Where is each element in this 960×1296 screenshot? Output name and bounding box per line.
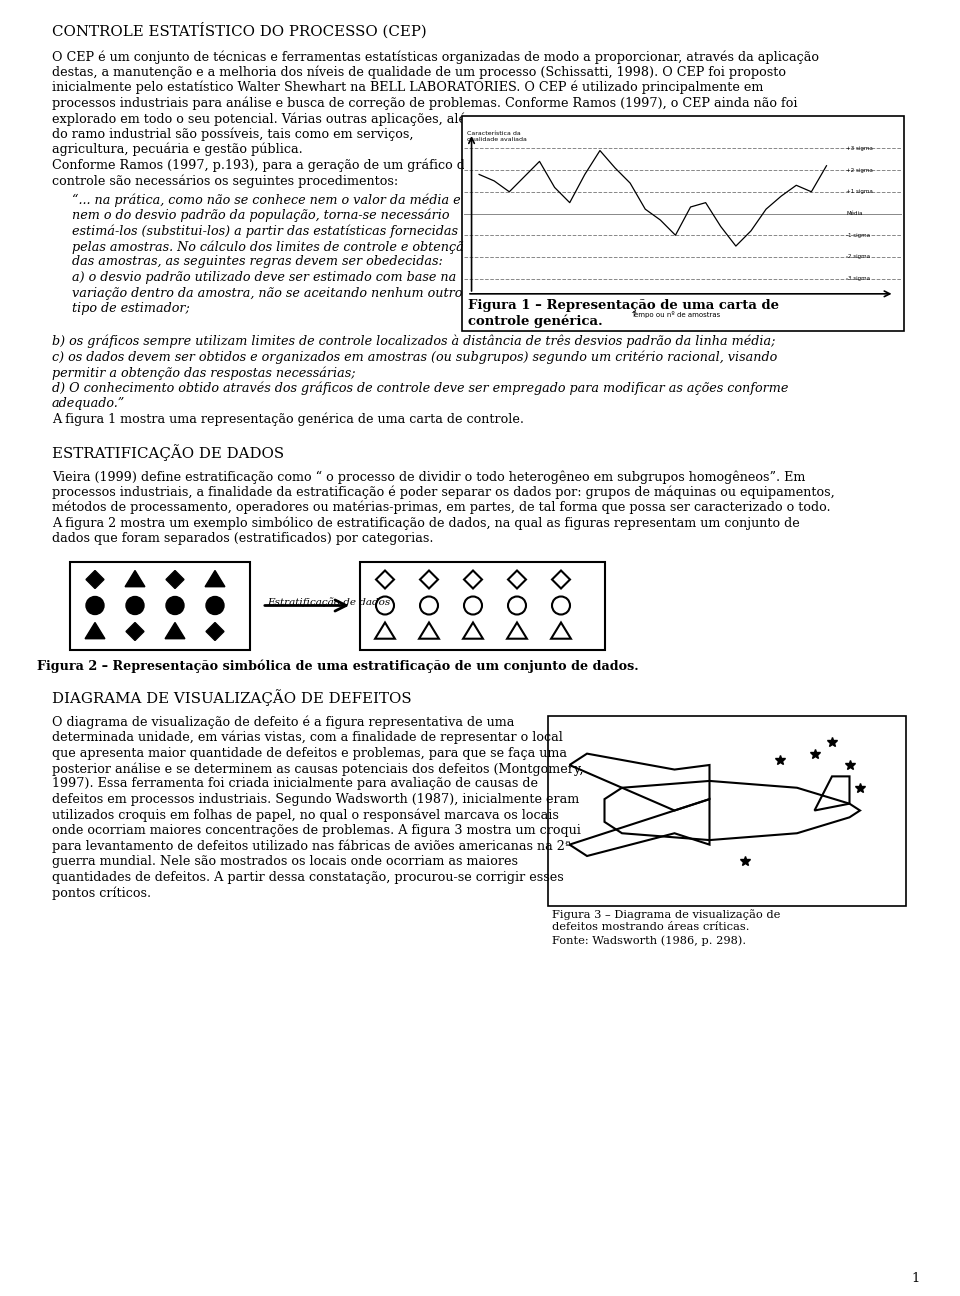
Polygon shape [166, 570, 184, 588]
Circle shape [508, 596, 526, 614]
Polygon shape [508, 570, 526, 588]
Text: defeitos em processos industriais. Segundo Wadsworth (1987), inicialmente eram: defeitos em processos industriais. Segun… [52, 793, 579, 806]
Text: métodos de processamento, operadores ou matérias-primas, em partes, de tal forma: métodos de processamento, operadores ou … [52, 502, 830, 515]
Circle shape [86, 596, 104, 614]
Polygon shape [376, 570, 394, 588]
Text: CONTROLE ESTATÍSTICO DO PROCESSO (CEP): CONTROLE ESTATÍSTICO DO PROCESSO (CEP) [52, 22, 426, 39]
Text: explorado em todo o seu potencial. Várias outras aplicações, além: explorado em todo o seu potencial. Vária… [52, 111, 478, 126]
Text: Média: Média [846, 211, 863, 216]
Text: agricultura, pecuária e gestão pública.: agricultura, pecuária e gestão pública. [52, 143, 302, 157]
Text: 1: 1 [912, 1271, 920, 1286]
Text: Vieira (1999) define estratificação como “ o processo de dividir o todo heterogê: Vieira (1999) define estratificação como… [52, 470, 805, 483]
Text: para levantamento de defeitos utilizado nas fábricas de aviões americanas na 2ª: para levantamento de defeitos utilizado … [52, 840, 571, 853]
Text: dados que foram separados (estratificados) por categorias.: dados que foram separados (estratificado… [52, 531, 434, 546]
Polygon shape [85, 622, 105, 639]
Text: +2 sigma: +2 sigma [846, 167, 873, 172]
Text: defeitos mostrando áreas críticas.: defeitos mostrando áreas críticas. [552, 923, 750, 933]
Text: -1 sigma: -1 sigma [846, 233, 871, 237]
Text: pelas amostras. No cálculo dos limites de controle e obtenção: pelas amostras. No cálculo dos limites d… [72, 240, 471, 254]
Text: variação dentro da amostra, não se aceitando nenhum outro: variação dentro da amostra, não se aceit… [72, 286, 463, 299]
Text: posterior análise e se determinem as causas potenciais dos defeitos (Montgomery,: posterior análise e se determinem as cau… [52, 762, 584, 775]
Text: pontos críticos.: pontos críticos. [52, 886, 151, 899]
Polygon shape [165, 622, 185, 639]
Text: A figura 1 mostra uma representação genérica de uma carta de controle.: A figura 1 mostra uma representação gené… [52, 412, 524, 426]
Text: Figura 1 – Representação de uma carta de: Figura 1 – Representação de uma carta de [468, 299, 779, 312]
Text: controle genérica.: controle genérica. [468, 315, 603, 328]
Polygon shape [464, 570, 482, 588]
Text: processos industriais, a finalidade da estratificação é poder separar os dados p: processos industriais, a finalidade da e… [52, 486, 835, 499]
Text: das amostras, as seguintes regras devem ser obedecidas:: das amostras, as seguintes regras devem … [72, 255, 443, 268]
Bar [462, 117, 904, 330]
Text: Figura 3 – Diagrama de visualização de: Figura 3 – Diagrama de visualização de [552, 910, 780, 920]
Text: nem o do desvio padrão da população, torna-se necessário: nem o do desvio padrão da população, tor… [72, 209, 449, 223]
Text: utilizados croquis em folhas de papel, no qual o responsável marcava os locais: utilizados croquis em folhas de papel, n… [52, 809, 559, 822]
Polygon shape [86, 570, 104, 588]
Text: Fonte: Wadsworth (1986, p. 298).: Fonte: Wadsworth (1986, p. 298). [552, 936, 746, 946]
Text: do ramo industrial são possíveis, tais como em serviços,: do ramo industrial são possíveis, tais c… [52, 127, 414, 141]
Text: inicialmente pelo estatístico Walter Shewhart na BELL LABORATORIES. O CEP é util: inicialmente pelo estatístico Walter She… [52, 80, 763, 95]
Text: que apresenta maior quantidade de defeitos e problemas, para que se faça uma: que apresenta maior quantidade de defeit… [52, 746, 567, 759]
Text: Tempo ou nº de amostras: Tempo ou nº de amostras [631, 311, 720, 319]
Text: Característica da
qualidade avaliada: Característica da qualidade avaliada [467, 131, 527, 141]
Text: “... na prática, como não se conhece nem o valor da média e: “... na prática, como não se conhece nem… [72, 193, 461, 207]
Text: a) o desvio padrão utilizado deve ser estimado com base na: a) o desvio padrão utilizado deve ser es… [72, 271, 456, 284]
Text: d) O conhecimento obtido através dos gráficos de controle deve ser empregado par: d) O conhecimento obtido através dos grá… [52, 381, 788, 395]
Text: controle são necessários os seguintes procedimentos:: controle são necessários os seguintes pr… [52, 174, 398, 188]
Text: destas, a manutenção e a melhoria dos níveis de qualidade de um processo (Schiss: destas, a manutenção e a melhoria dos ní… [52, 66, 786, 79]
Text: A figura 2 mostra um exemplo simbólico de estratificação de dados, na qual as fi: A figura 2 mostra um exemplo simbólico d… [52, 517, 800, 530]
Text: guerra mundial. Nele são mostrados os locais onde ocorriam as maiores: guerra mundial. Nele são mostrados os lo… [52, 855, 518, 868]
Polygon shape [126, 622, 144, 640]
Circle shape [166, 596, 184, 614]
Polygon shape [551, 622, 571, 639]
Polygon shape [420, 570, 438, 588]
Text: onde ocorriam maiores concentrações de problemas. A figura 3 mostra um croqui: onde ocorriam maiores concentrações de p… [52, 824, 581, 837]
Text: adequado.”: adequado.” [52, 397, 125, 410]
Polygon shape [420, 622, 439, 639]
Bar [548, 715, 906, 906]
Polygon shape [463, 622, 483, 639]
Text: processos industriais para análise e busca de correção de problemas. Conforme Ra: processos industriais para análise e bus… [52, 96, 798, 110]
Circle shape [206, 596, 224, 614]
Circle shape [552, 596, 570, 614]
Text: determinada unidade, em várias vistas, com a finalidade de representar o local: determinada unidade, em várias vistas, c… [52, 731, 563, 744]
Circle shape [420, 596, 438, 614]
Polygon shape [552, 570, 570, 588]
Text: ESTRATIFICAÇÃO DE DADOS: ESTRATIFICAÇÃO DE DADOS [52, 445, 284, 461]
Text: quantidades de defeitos. A partir dessa constatação, procurou-se corrigir esses: quantidades de defeitos. A partir dessa … [52, 871, 564, 884]
Text: permitir a obtenção das respostas necessárias;: permitir a obtenção das respostas necess… [52, 365, 355, 380]
Polygon shape [507, 622, 527, 639]
Circle shape [376, 596, 394, 614]
Bar [70, 561, 250, 649]
Text: DIAGRAMA DE VISUALIZAÇÃO DE DEFEITOS: DIAGRAMA DE VISUALIZAÇÃO DE DEFEITOS [52, 689, 412, 706]
Text: Estratificação de dados: Estratificação de dados [267, 597, 391, 608]
Polygon shape [375, 622, 395, 639]
Polygon shape [205, 570, 225, 587]
Circle shape [464, 596, 482, 614]
Polygon shape [206, 622, 224, 640]
Text: Figura 2 – Representação simbólica de uma estratificação de um conjunto de dados: Figura 2 – Representação simbólica de um… [36, 660, 638, 673]
Circle shape [126, 596, 144, 614]
Text: O diagrama de visualização de defeito é a figura representativa de uma: O diagrama de visualização de defeito é … [52, 715, 515, 728]
Text: -2 sigma: -2 sigma [846, 254, 871, 259]
Text: +3 sigma: +3 sigma [846, 146, 873, 150]
Text: +1 sigma: +1 sigma [846, 189, 873, 194]
Polygon shape [125, 570, 145, 587]
Text: c) os dados devem ser obtidos e organizados em amostras (ou subgrupos) segundo u: c) os dados devem ser obtidos e organiza… [52, 350, 778, 364]
Text: O CEP é um conjunto de técnicas e ferramentas estatísticas organizadas de modo a: O CEP é um conjunto de técnicas e ferram… [52, 51, 819, 64]
Text: 1997). Essa ferramenta foi criada inicialmente para avaliação de causas de: 1997). Essa ferramenta foi criada inicia… [52, 778, 538, 791]
Text: Conforme Ramos (1997, p.193), para a geração de um gráfico de: Conforme Ramos (1997, p.193), para a ger… [52, 158, 472, 172]
Text: b) os gráficos sempre utilizam limites de controle localizados à distância de tr: b) os gráficos sempre utilizam limites d… [52, 334, 776, 349]
Bar [360, 561, 605, 649]
Text: tipo de estimador;: tipo de estimador; [72, 302, 190, 315]
Text: estimá-los (substitui-los) a partir das estatísticas fornecidas: estimá-los (substitui-los) a partir das … [72, 224, 458, 238]
Text: -3 sigma: -3 sigma [846, 276, 871, 281]
